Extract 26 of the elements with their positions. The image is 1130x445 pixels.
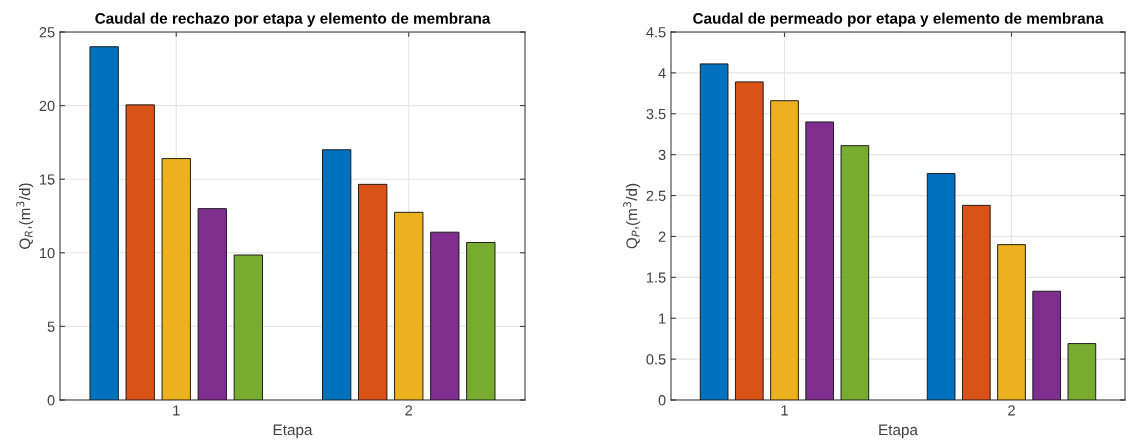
chart-title: Caudal de rechazo por etapa y elemento de membrana — [95, 12, 491, 27]
y-tick-label: 0.5 — [646, 354, 666, 365]
y-tick-label: 4.5 — [646, 27, 666, 38]
y-tick-label: 0 — [47, 395, 55, 406]
y-tick-label: 25 — [39, 27, 55, 38]
y-tick-label: 2 — [658, 231, 666, 242]
y-tick-label: 1 — [659, 313, 666, 324]
x-axis-title: Etapa — [273, 424, 313, 439]
chart-title: Caudal de permeado por etapa y elemento de membrana — [693, 12, 1104, 27]
y-tick-label: 3.5 — [646, 108, 666, 120]
x-tick-label: 1 — [781, 405, 788, 416]
y-axis-title: Q$_{R}$,(m$^{3}$/d) — [16, 183, 34, 249]
x-tick-label: 1 — [173, 405, 180, 416]
y-axis-title: Q$_{P}$,(m$^{3}$/d) — [623, 183, 641, 249]
y-tick-label: 0 — [658, 395, 666, 406]
y-tick-label: 3 — [658, 149, 666, 161]
y-tick-label: 10 — [40, 247, 55, 259]
y-tick-label: 20 — [39, 100, 55, 112]
y-tick-label: 1.5 — [646, 272, 666, 283]
x-tick-label: 2 — [405, 405, 413, 416]
y-tick-label: 15 — [40, 174, 55, 185]
x-tick-label: 2 — [1008, 405, 1015, 416]
x-axis-title: Etapa — [879, 424, 918, 439]
y-tick-label: 5 — [47, 321, 55, 332]
y-tick-label: 2.5 — [646, 190, 666, 201]
y-tick-label: 4 — [658, 68, 666, 79]
